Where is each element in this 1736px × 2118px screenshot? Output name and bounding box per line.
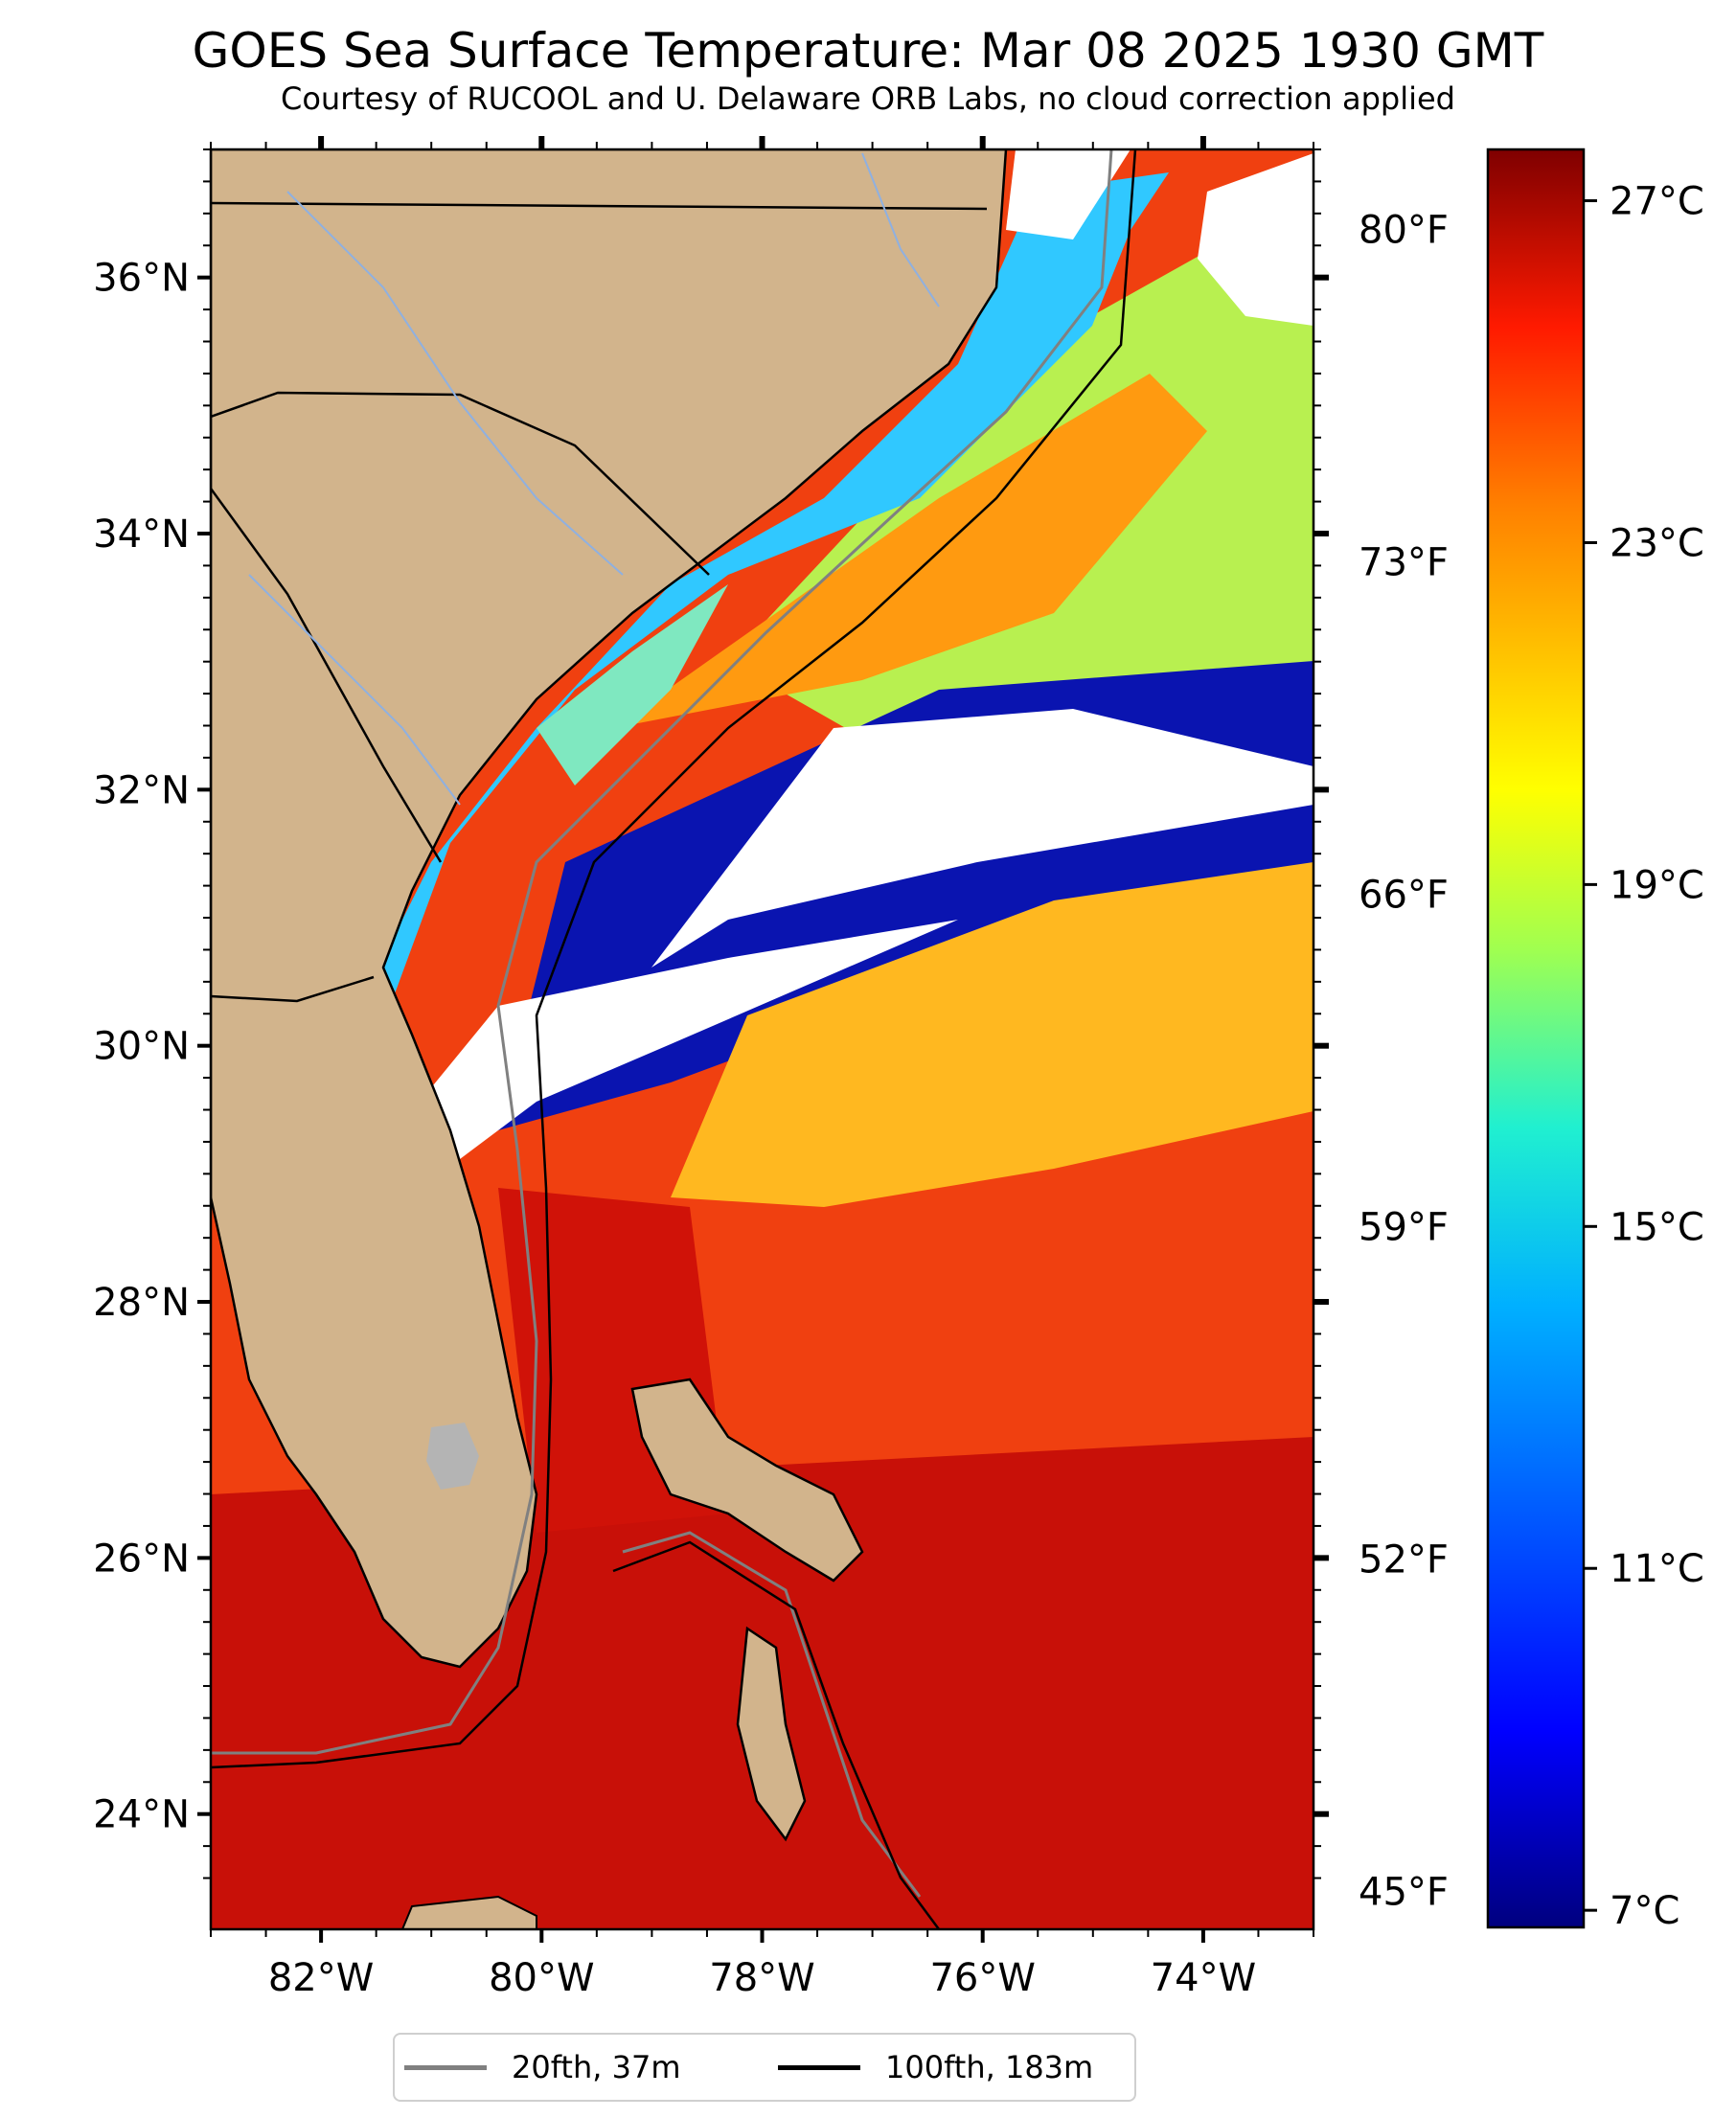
lat-tick-label: 32°N [93, 768, 190, 812]
lat-tick-label: 26°N [93, 1537, 190, 1581]
lat-tick-label: 36°N [93, 257, 190, 301]
fahrenheit-tick-label: 66°F [1359, 873, 1449, 917]
colorbar-tick-label: 7°C [1610, 1889, 1679, 1933]
map-subtitle: Courtesy of RUCOOL and U. Delaware ORB L… [281, 80, 1455, 117]
colorbar-tick-label: 11°C [1610, 1547, 1704, 1591]
lon-tick-label: 76°W [929, 1956, 1035, 2000]
legend-item-100fth: 100fth, 183m [778, 2035, 1093, 2100]
legend-item-20fth: 20fth, 37m [404, 2035, 680, 2100]
legend-label: 20fth, 37m [512, 2049, 681, 2085]
map-area [211, 149, 1313, 1929]
lon-tick-label: 80°W [489, 1956, 594, 2000]
lat-tick-label: 34°N [93, 512, 190, 557]
colorbar-tick-label: 15°C [1610, 1205, 1704, 1249]
legend-line-black [778, 2064, 860, 2070]
lat-tick-label: 24°N [93, 1793, 190, 1837]
map-title: GOES Sea Surface Temperature: Mar 08 202… [192, 23, 1544, 79]
colorbar-tick-label: 27°C [1610, 180, 1704, 224]
lon-tick-label: 74°W [1151, 1956, 1256, 2000]
fahrenheit-tick-label: 45°F [1359, 1870, 1449, 1914]
lat-tick-label: 28°N [93, 1281, 190, 1325]
legend-line-gray [404, 2064, 487, 2070]
colorbar-ticks: 27°C 23°C 19°C 15°C 11°C 7°C [1584, 180, 1704, 1933]
colorbar-tick-label: 19°C [1610, 863, 1704, 907]
map-ticks: 82°W 80°W 78°W 76°W 74°W 36°N 34°N 32°N 30°N 28°N… [93, 136, 1449, 2000]
fahrenheit-tick-label: 73°F [1359, 540, 1449, 584]
fahrenheit-tick-label: 52°F [1359, 1537, 1449, 1582]
colorbar [1486, 148, 1586, 1929]
lon-tick-label: 78°W [709, 1956, 814, 2000]
legend-label: 100fth, 183m [885, 2049, 1094, 2085]
lat-tick-label: 30°N [93, 1025, 190, 1069]
lon-tick-label: 82°W [268, 1956, 374, 2000]
fahrenheit-tick-label: 80°F [1359, 208, 1449, 252]
isobath-legend: 20fth, 37m 100fth, 183m [393, 2033, 1136, 2102]
colorbar-tick-label: 23°C [1610, 521, 1704, 565]
fahrenheit-tick-label: 59°F [1359, 1205, 1449, 1249]
